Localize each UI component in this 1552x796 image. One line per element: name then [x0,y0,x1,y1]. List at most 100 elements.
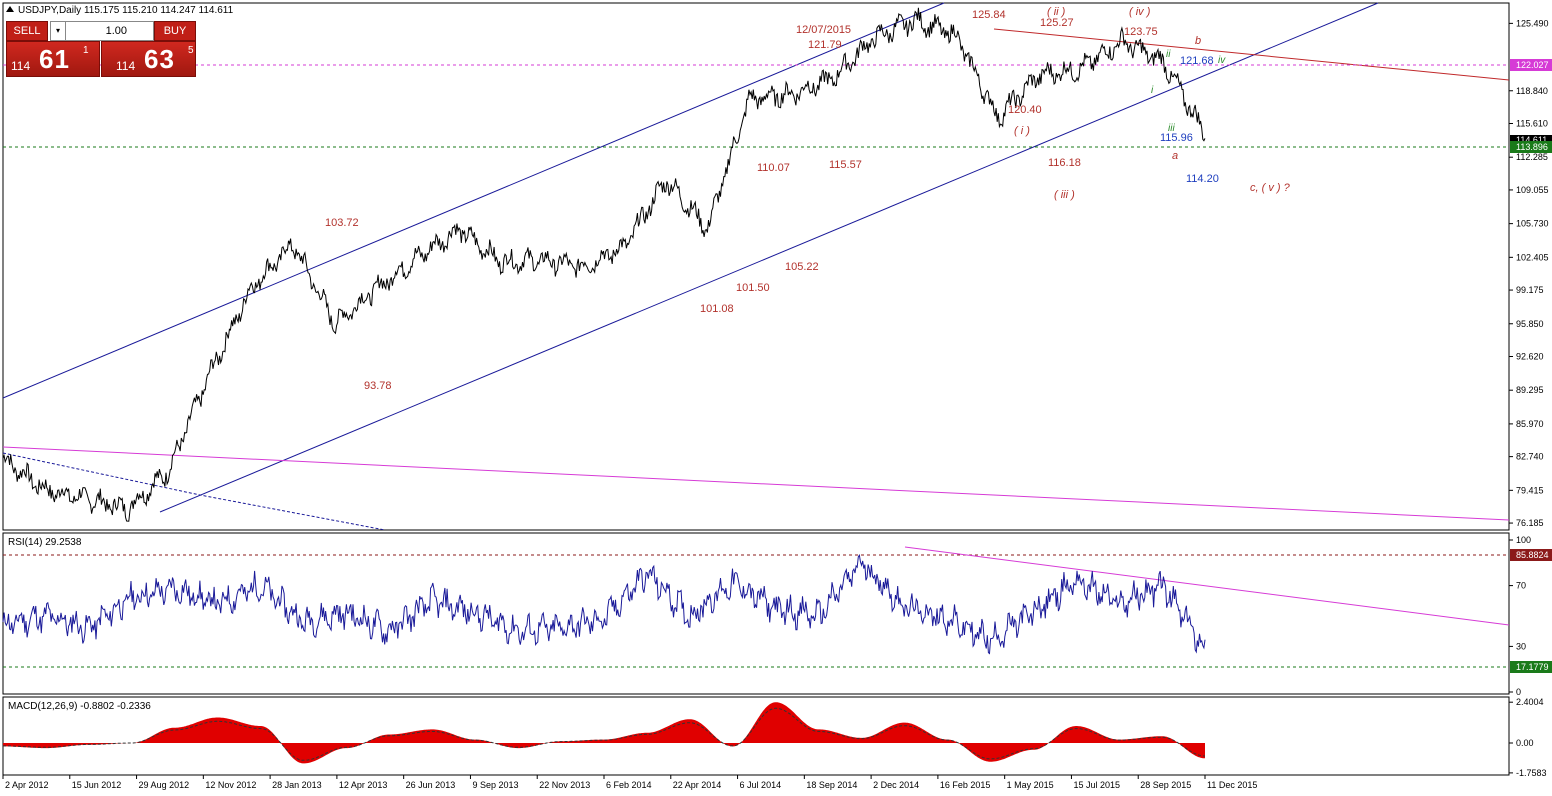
symbol-title: USDJPY,Daily 115.175 115.210 114.247 114… [18,5,234,16]
wave-iv: ( iv ) [1129,6,1151,18]
ann-12168: 121.68 [1180,55,1214,67]
rsi-tick-label-2: 30 [1516,641,1526,651]
time-tick-label-7: 9 Sep 2013 [472,780,518,790]
ann-11618: 116.18 [1048,157,1081,169]
price-axis: 125.490 118.840 115.610 112.285 109.055 105.7… [1509,18,1549,528]
rsi-tick-label-0: 100 [1516,535,1531,545]
ann-date: 12/07/2015 [796,24,851,36]
price-tick-label-2: 118.840 [1516,86,1548,96]
ann-10372: 103.72 [325,217,359,229]
time-tick-label-4: 28 Jan 2013 [272,780,322,790]
ann-12527: 125.27 [1040,17,1074,29]
time-tick-label-9: 6 Feb 2014 [606,780,652,790]
time-tick-label-0: 2 Apr 2012 [5,780,49,790]
price-tick-label-13: 85.970 [1516,419,1544,429]
price-tick-label-6: 109.055 [1516,185,1549,195]
time-tick-label-5: 12 Apr 2013 [339,780,388,790]
price-tick-label-9: 99.175 [1516,285,1544,295]
collapse-triangle-icon[interactable] [6,6,14,12]
time-tick-label-12: 18 Sep 2014 [806,780,857,790]
buy-quote-pip: 5 [188,45,194,56]
current-price-label: 114.611 [1516,135,1547,145]
green-level-label: 113.896 [1516,142,1548,152]
rsi-line [2,554,1206,655]
green-i: i [1151,85,1154,96]
lot-dropdown-icon[interactable]: ▾ [51,22,66,40]
macd-tick-label-1: 0.00 [1516,738,1534,748]
price-tick-label-5: 112.285 [1516,152,1548,162]
ann-a: a [1172,150,1178,162]
wave-c-v: c, ( v ) ? [1250,182,1291,194]
price-tick-label-12: 89.295 [1516,385,1544,395]
trend-lines [2,2,1510,531]
rsi-upper-label: 85.8824 [1516,550,1549,560]
price-tick-label-15: 79.415 [1516,485,1544,495]
time-tick-label-3: 12 Nov 2012 [205,780,256,790]
time-tick-label-10: 22 Apr 2014 [673,780,722,790]
annotations: 12/07/2015 121.79 125.84 125.27 123.75 1… [325,6,1291,392]
ann-12040: 120.40 [1008,104,1042,116]
ann-12179: 121.79 [808,39,842,51]
lot-size-value: 1.00 [105,25,127,37]
wave-iii: ( iii ) [1054,189,1075,201]
time-axis: 2 Apr 2012 15 Jun 2012 29 Aug 2012 12 Nov 2… [2,775,1257,790]
rsi-tick-label-3: 0 [1516,687,1521,697]
buy-button[interactable]: BUY [154,21,196,41]
time-tick-label-8: 22 Nov 2013 [539,780,590,790]
sell-quote-small: 114 [11,59,31,73]
price-tick-label-16: 76.185 [1516,518,1544,528]
macd-histogram [3,702,1205,764]
ann-9378: 93.78 [364,380,392,392]
red-resistance-line [993,28,1510,81]
lot-size-field[interactable]: ▾ 1.00 [50,21,154,41]
price-tick-label-8: 102.405 [1516,252,1549,262]
magenta-trend-line [2,446,1510,521]
green-iv: iv [1218,55,1226,66]
time-tick-label-6: 26 Jun 2013 [406,780,456,790]
time-tick-label-16: 15 Jul 2015 [1073,780,1120,790]
ann-11420: 114.20 [1186,173,1219,185]
sell-quote-pip: 1 [83,45,89,56]
rsi-title: RSI(14) 29.2538 [8,537,82,548]
price-tick-label-11: 92.620 [1516,351,1544,361]
time-tick-label-14: 16 Feb 2015 [940,780,991,790]
price-tick-label-3: 115.610 [1516,119,1548,129]
price-tick-label-7: 105.730 [1516,219,1549,229]
price-axis-labels: 122.027 114.611 113.896 [1510,59,1552,153]
rsi-tick-label-1: 70 [1516,581,1526,591]
wave-i: ( i ) [1014,125,1030,137]
time-tick-label-13: 2 Dec 2014 [873,780,919,790]
time-tick-label-11: 6 Jul 2014 [740,780,782,790]
one-click-trading-panel: SELL ▾ 1.00 BUY 114 61 1 114 63 5 [6,21,196,77]
rsi-panel[interactable] [2,532,1510,695]
price-panel[interactable] [2,2,1510,531]
sell-button[interactable]: SELL [6,21,48,41]
rsi-trend-line [904,546,1510,626]
macd-tick-label-2: -1.7583 [1516,768,1547,778]
ann-b: b [1195,35,1201,47]
sell-quote[interactable]: 114 61 1 [6,41,100,77]
macd-tick-label-0: 2.4004 [1516,697,1544,707]
rsi-axis: 100 70 30 0 [1509,535,1531,697]
ann-10108: 101.08 [700,303,734,315]
price-tick-label-10: 95.850 [1516,319,1544,329]
green-ii: ii [1166,49,1171,60]
macd-axis: 2.4004 0.00 -1.7583 [1509,697,1547,778]
macd-title: MACD(12,26,9) -0.8802 -0.2336 [8,701,151,712]
ann-12584: 125.84 [972,9,1006,21]
lower-channel-line [159,2,1379,513]
upper-channel-line [2,2,945,399]
green-iii: iii [1168,123,1175,134]
ann-10522: 105.22 [785,261,819,273]
time-tick-label-15: 1 May 2015 [1007,780,1054,790]
wave-ii: ( ii ) [1047,6,1066,18]
buy-quote[interactable]: 114 63 5 [101,41,196,77]
ann-10150: 101.50 [736,282,770,294]
magenta-level-label: 122.027 [1516,60,1549,70]
ann-11596: 115.96 [1160,132,1193,144]
rsi-lower-label: 17.1779 [1516,662,1549,672]
dotted-support-line [2,452,386,531]
time-tick-label-17: 28 Sep 2015 [1140,780,1191,790]
sell-quote-big: 61 [39,44,70,74]
